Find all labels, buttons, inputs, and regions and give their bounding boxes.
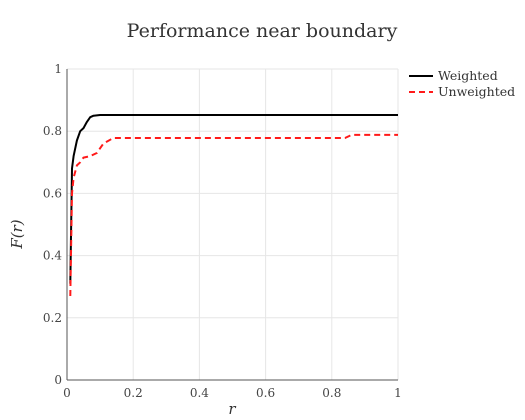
series-line-weighted bbox=[69, 114, 398, 284]
x-axis-label: r bbox=[228, 400, 236, 418]
y-tick-label: 0.2 bbox=[43, 311, 62, 325]
y-tick-label: 0.6 bbox=[43, 186, 62, 200]
legend-label-unweighted: Unweighted bbox=[438, 84, 515, 99]
y-tick-label: 0.4 bbox=[43, 249, 62, 263]
x-tick-label: 0.2 bbox=[124, 386, 143, 400]
y-axis-label: F(r) bbox=[8, 219, 26, 249]
x-tick-label: 0.4 bbox=[190, 386, 209, 400]
legend-label-weighted: Weighted bbox=[438, 68, 498, 83]
axes bbox=[66, 69, 398, 381]
y-tick-label: 1 bbox=[54, 62, 62, 76]
chart-title: Performance near boundary bbox=[127, 20, 398, 42]
x-tick-label: 0 bbox=[63, 386, 71, 400]
y-tick-label: 0 bbox=[54, 373, 62, 387]
series-line-unweighted bbox=[69, 133, 398, 297]
grid-lines bbox=[67, 68, 399, 380]
x-tick-label: 0.6 bbox=[256, 386, 275, 400]
x-tick-label: 0.8 bbox=[322, 386, 341, 400]
y-tick-label: 0.8 bbox=[43, 124, 62, 138]
tick-labels: 0 0.2 0.4 0.6 0.8 1 0 0.2 0.4 0.6 0.8 1 bbox=[43, 62, 402, 400]
x-tick-label: 1 bbox=[394, 386, 402, 400]
series-lines bbox=[69, 114, 398, 297]
